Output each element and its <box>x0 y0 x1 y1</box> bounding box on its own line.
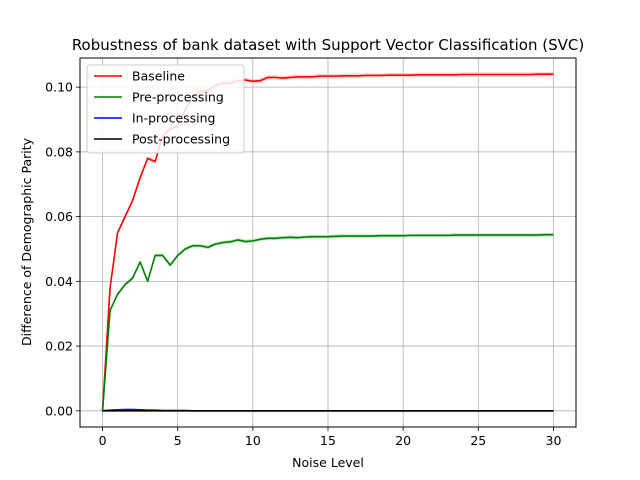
legend-label-pre-processing: Pre-processing <box>132 90 224 105</box>
y-tick-label: 0.00 <box>45 403 73 418</box>
pre-processing-line <box>101 233 554 411</box>
legend-label-post-processing: Post-processing <box>132 132 230 147</box>
x-tick-label: 15 <box>320 433 336 448</box>
y-tick-label: 0.02 <box>45 339 73 354</box>
y-tick-label: 0.10 <box>45 80 73 95</box>
x-tick-label: 30 <box>546 433 562 448</box>
x-tick-label: 10 <box>245 433 261 448</box>
x-axis-label: Noise Level <box>292 455 364 470</box>
y-axis-label: Difference of Demographic Parity <box>19 137 34 346</box>
chart-title: Robustness of bank dataset with Support … <box>72 36 584 54</box>
y-tick-label: 0.08 <box>45 144 73 159</box>
y-tick-label: 0.04 <box>45 274 73 289</box>
x-tick-label: 5 <box>174 433 182 448</box>
y-axis-ticks: 0.00 0.02 0.04 0.06 0.08 0.10 <box>45 80 80 418</box>
x-tick-label: 25 <box>470 433 486 448</box>
legend-box <box>86 64 245 154</box>
x-tick-label: 20 <box>395 433 411 448</box>
x-axis-ticks: 0 5 10 15 20 25 30 <box>99 427 562 448</box>
legend: Baseline Pre-processing In-processing Post-… <box>86 64 245 154</box>
legend-label-baseline: Baseline <box>132 69 185 84</box>
y-tick-label: 0.06 <box>45 209 73 224</box>
legend-label-in-processing: In-processing <box>132 111 215 126</box>
x-tick-label: 0 <box>99 433 107 448</box>
